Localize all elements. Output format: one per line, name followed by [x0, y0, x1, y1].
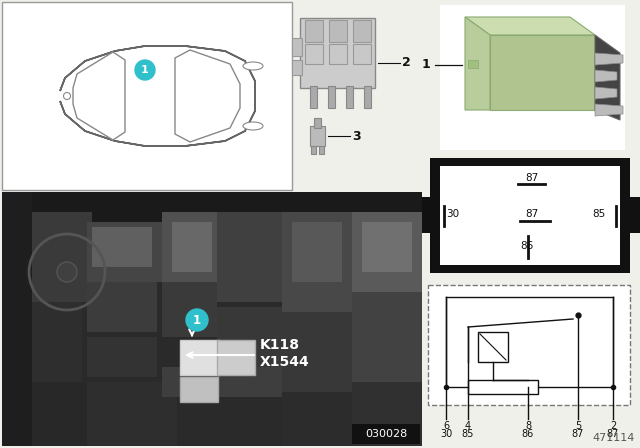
- Polygon shape: [60, 46, 255, 146]
- Bar: [282, 392, 382, 446]
- Bar: [329, 44, 347, 64]
- Polygon shape: [595, 70, 617, 82]
- Polygon shape: [465, 17, 490, 110]
- Bar: [220, 343, 242, 371]
- Bar: [352, 292, 422, 382]
- Bar: [310, 86, 317, 108]
- Bar: [628, 197, 640, 233]
- Circle shape: [135, 60, 155, 80]
- Bar: [292, 60, 302, 75]
- Bar: [352, 382, 422, 446]
- Circle shape: [186, 309, 208, 331]
- Bar: [217, 212, 282, 302]
- Text: 30: 30: [446, 209, 459, 219]
- Bar: [162, 282, 217, 337]
- Bar: [180, 377, 218, 402]
- Bar: [440, 5, 625, 150]
- Bar: [353, 44, 371, 64]
- Circle shape: [57, 262, 77, 282]
- Text: 8: 8: [525, 421, 531, 431]
- Bar: [292, 38, 302, 56]
- Polygon shape: [595, 104, 623, 116]
- Bar: [468, 380, 538, 394]
- Bar: [311, 146, 316, 154]
- Polygon shape: [490, 35, 595, 110]
- Bar: [346, 86, 353, 108]
- Bar: [2, 192, 32, 446]
- Bar: [352, 212, 422, 292]
- Bar: [2, 192, 422, 222]
- Bar: [364, 86, 371, 108]
- Bar: [300, 18, 375, 88]
- Polygon shape: [465, 17, 595, 35]
- Text: 030028: 030028: [365, 429, 407, 439]
- Text: 87: 87: [572, 429, 584, 439]
- Bar: [87, 337, 157, 377]
- Bar: [352, 424, 420, 444]
- Circle shape: [63, 92, 70, 99]
- Bar: [32, 302, 82, 382]
- Bar: [92, 227, 152, 267]
- Bar: [416, 197, 432, 233]
- Text: 2: 2: [610, 421, 616, 431]
- Bar: [217, 340, 255, 375]
- Text: K118: K118: [260, 338, 300, 352]
- Bar: [328, 86, 335, 108]
- Text: 86: 86: [520, 241, 533, 251]
- Bar: [353, 20, 371, 42]
- Text: 1: 1: [141, 65, 149, 75]
- Text: 1: 1: [193, 314, 201, 327]
- Bar: [162, 367, 282, 397]
- Bar: [87, 382, 177, 446]
- Bar: [282, 312, 362, 392]
- Bar: [319, 146, 324, 154]
- Bar: [428, 285, 630, 405]
- Polygon shape: [595, 35, 620, 120]
- Text: 2: 2: [402, 56, 411, 69]
- Text: 85: 85: [462, 429, 474, 439]
- Bar: [172, 222, 212, 272]
- Bar: [478, 332, 508, 362]
- Bar: [292, 222, 342, 282]
- Polygon shape: [175, 50, 240, 142]
- Bar: [314, 118, 321, 128]
- Bar: [305, 20, 323, 42]
- Text: 86: 86: [522, 429, 534, 439]
- Bar: [329, 20, 347, 42]
- Ellipse shape: [243, 122, 263, 130]
- Bar: [32, 212, 92, 302]
- Text: 85: 85: [592, 209, 605, 219]
- Text: X1544: X1544: [260, 355, 310, 369]
- Bar: [310, 126, 325, 146]
- Text: 1: 1: [421, 59, 430, 72]
- Bar: [162, 212, 217, 282]
- Bar: [468, 60, 478, 68]
- Bar: [430, 158, 630, 273]
- Bar: [180, 340, 220, 375]
- Bar: [87, 282, 157, 332]
- Text: 471114: 471114: [593, 433, 635, 443]
- Ellipse shape: [243, 62, 263, 70]
- Text: 87: 87: [607, 429, 619, 439]
- Polygon shape: [73, 52, 125, 140]
- Bar: [282, 212, 352, 312]
- Text: 87: 87: [525, 173, 538, 183]
- Text: 6: 6: [443, 421, 449, 431]
- Bar: [217, 307, 297, 382]
- Polygon shape: [595, 53, 623, 65]
- Text: 5: 5: [575, 421, 581, 431]
- Text: 4: 4: [465, 421, 471, 431]
- Bar: [305, 44, 323, 64]
- Text: 30: 30: [440, 429, 452, 439]
- Bar: [362, 222, 412, 272]
- Text: 3: 3: [352, 129, 360, 142]
- Bar: [440, 166, 620, 265]
- Bar: [2, 192, 422, 446]
- Bar: [32, 382, 112, 446]
- Bar: [87, 222, 167, 282]
- Bar: [2, 2, 292, 190]
- Text: 87: 87: [525, 209, 538, 219]
- Polygon shape: [595, 87, 617, 99]
